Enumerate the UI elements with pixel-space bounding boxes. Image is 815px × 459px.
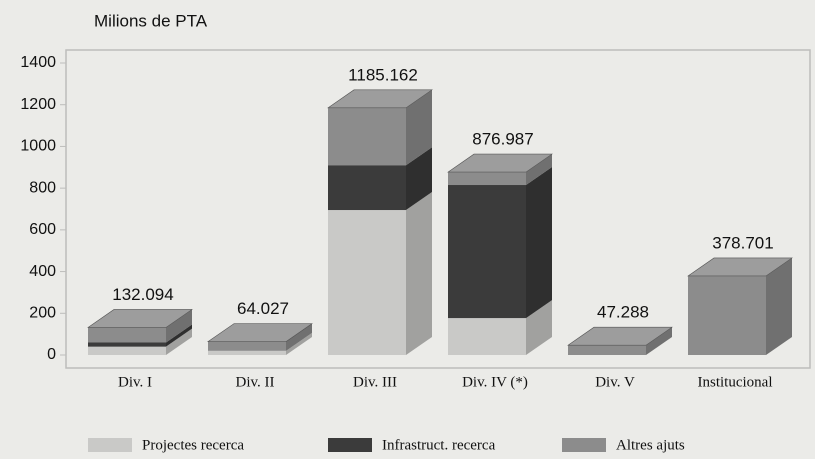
- x-tick-label: Institucional: [698, 374, 773, 390]
- bar-segment: [208, 350, 286, 355]
- x-tick-label: Div. V: [595, 374, 635, 390]
- bar-top: [207, 323, 313, 342]
- bar-side: [646, 327, 672, 355]
- bar-side: [166, 309, 192, 343]
- bar-side: [286, 323, 312, 351]
- legend-swatch: [88, 438, 132, 452]
- x-tick-label: Div. II: [235, 374, 274, 390]
- bar-segment: [688, 275, 766, 355]
- bar-segment: [448, 172, 526, 186]
- legend-label: Altres ajuts: [616, 437, 685, 453]
- bar-segment: [88, 342, 166, 347]
- total-label: 378.701: [712, 233, 773, 252]
- bar-side: [406, 147, 432, 211]
- y-axis-label: Milions de PTA: [94, 11, 208, 30]
- total-label: 876.987: [472, 130, 533, 149]
- bar-side: [526, 167, 552, 319]
- bar-side: [766, 257, 792, 355]
- bar-top: [327, 89, 433, 109]
- x-tick-label: Div. III: [353, 374, 397, 390]
- bar-segment: [328, 107, 406, 166]
- y-tick-label: 400: [29, 263, 56, 280]
- bar-side: [166, 328, 192, 355]
- bar-side: [526, 300, 552, 355]
- bar-segment: [448, 318, 526, 355]
- y-tick-label: 1400: [20, 54, 56, 71]
- x-tick-label: Div. IV (*): [462, 374, 528, 390]
- bar-segment: [568, 345, 646, 355]
- x-tick-label: Div. I: [118, 374, 152, 390]
- bar-segment: [448, 185, 526, 319]
- y-tick-label: 200: [29, 305, 56, 322]
- y-tick-label: 1000: [20, 138, 56, 155]
- bar-side: [166, 324, 192, 347]
- bar-side: [406, 192, 432, 355]
- y-tick-label: 800: [29, 179, 56, 196]
- total-label: 64.027: [237, 299, 289, 318]
- bar-side: [286, 332, 312, 355]
- bar-segment: [208, 341, 286, 351]
- bar-segment: [328, 210, 406, 355]
- bar-top: [567, 326, 673, 346]
- legend-label: Projectes recerca: [142, 437, 244, 453]
- bar-side: [406, 89, 432, 166]
- bar-segment: [88, 346, 166, 355]
- plot-frame: [65, 49, 811, 369]
- y-tick-label: 600: [29, 221, 56, 238]
- legend-label: Infrastruct. recerca: [382, 437, 496, 453]
- bar-segment: [328, 165, 406, 211]
- y-tick-label: 0: [47, 346, 56, 363]
- bar-top: [87, 309, 193, 328]
- legend-swatch: [562, 438, 606, 452]
- legend-swatch: [328, 438, 372, 452]
- bar-side: [526, 154, 552, 186]
- bar-segment: [88, 327, 166, 343]
- total-label: 47.288: [597, 303, 649, 322]
- total-label: 1185.162: [348, 65, 418, 84]
- bar-top: [447, 153, 553, 173]
- y-tick-label: 1200: [20, 96, 56, 113]
- total-label: 132.094: [112, 285, 173, 304]
- bar-top: [687, 257, 793, 277]
